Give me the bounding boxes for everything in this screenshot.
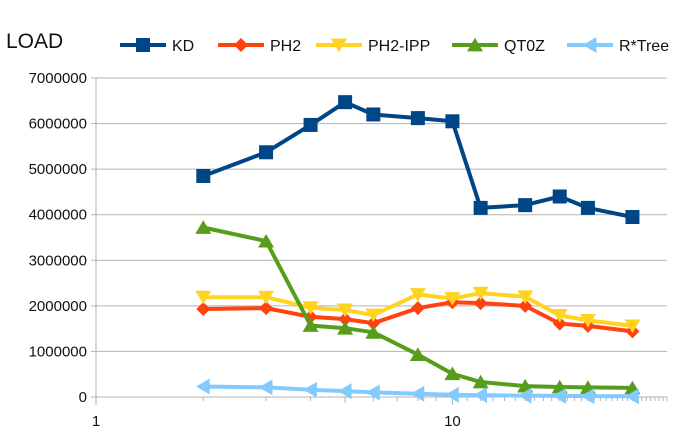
y-tick-label: 4000000 — [29, 207, 87, 224]
x-tick-label: 10 — [444, 413, 461, 430]
legend-marker — [234, 38, 248, 52]
y-tick-label: 7000000 — [29, 70, 87, 87]
data-point — [410, 301, 425, 316]
data-point — [472, 374, 489, 389]
legend-marker — [136, 38, 150, 52]
data-point — [580, 388, 595, 405]
legend: KD PH2 PH2-IPP QT0Z R*Tree — [120, 37, 669, 55]
series-layer — [195, 95, 641, 405]
data-point — [196, 378, 210, 395]
legend-label: PH2-IPP — [368, 38, 430, 55]
data-point — [196, 168, 211, 183]
legend-label: QT0Z — [504, 38, 545, 55]
y-tick-label: 3000000 — [29, 252, 87, 269]
legend-item: KD — [120, 38, 194, 55]
series-ph2-ipp — [195, 286, 641, 334]
series-line — [202, 225, 633, 390]
data-point — [445, 386, 459, 403]
data-point — [552, 387, 567, 404]
legend-item: PH2-IPP — [316, 38, 430, 55]
series-line — [203, 291, 633, 328]
data-point — [410, 111, 425, 126]
data-point — [624, 319, 641, 334]
data-point — [303, 117, 318, 132]
data-point — [258, 290, 275, 305]
data-point — [473, 200, 488, 215]
data-point — [472, 286, 489, 301]
data-point — [579, 314, 596, 328]
data-point — [258, 233, 275, 248]
legend-label: KD — [172, 38, 194, 55]
data-point — [410, 385, 425, 402]
data-point — [366, 384, 380, 401]
legend-label: PH2 — [270, 38, 301, 55]
y-tick-label: 2000000 — [29, 298, 87, 315]
legend-label: R*Tree — [619, 38, 669, 55]
data-point — [337, 383, 352, 400]
data-point — [366, 316, 381, 331]
data-point — [195, 220, 212, 234]
data-point — [552, 316, 567, 331]
y-tick-label: 1000000 — [29, 343, 87, 360]
data-point — [473, 387, 488, 404]
data-point — [338, 95, 353, 110]
data-point — [473, 296, 488, 311]
series-r-tree — [196, 378, 639, 405]
legend-item: QT0Z — [452, 37, 545, 55]
data-point — [303, 381, 317, 398]
data-point — [259, 145, 274, 160]
y-tick-label: 5000000 — [29, 161, 87, 178]
legend-item: R*Tree — [567, 37, 669, 55]
series-kd — [196, 95, 640, 224]
data-point — [196, 302, 211, 317]
legend-marker — [582, 37, 597, 53]
data-point — [337, 320, 354, 335]
chart-title: LOAD — [6, 30, 63, 53]
data-point — [580, 200, 595, 215]
data-point — [365, 308, 382, 323]
data-point — [551, 309, 568, 323]
data-point — [338, 312, 353, 327]
data-point — [366, 107, 381, 122]
data-point — [552, 189, 567, 204]
data-point — [259, 301, 274, 316]
data-point — [517, 290, 534, 304]
grid-lines — [96, 77, 667, 398]
y-tick-label: 6000000 — [29, 116, 87, 133]
data-point — [258, 379, 273, 396]
data-point — [518, 298, 533, 313]
data-point — [195, 290, 212, 305]
axes — [91, 77, 668, 405]
data-point — [518, 198, 533, 213]
legend-marker — [467, 37, 483, 52]
data-point — [517, 387, 532, 404]
data-point — [337, 303, 354, 318]
data-point — [625, 388, 639, 405]
data-point — [409, 288, 426, 302]
data-point — [444, 366, 461, 381]
x-axis-tick-labels: 1 10 — [92, 413, 461, 430]
data-point — [302, 301, 319, 315]
data-point — [625, 209, 640, 224]
x-tick-label: 1 — [92, 413, 100, 430]
data-point — [302, 318, 319, 332]
legend-item: PH2 — [218, 38, 301, 55]
y-tick-label: 0 — [79, 389, 87, 406]
legend-marker — [331, 38, 347, 53]
data-point — [365, 325, 382, 339]
data-point — [445, 114, 460, 129]
y-axis-tick-labels: 0 1000000 2000000 3000000 4000000 5000000 6000… — [29, 70, 87, 406]
data-point — [409, 347, 426, 362]
data-point — [444, 292, 461, 306]
